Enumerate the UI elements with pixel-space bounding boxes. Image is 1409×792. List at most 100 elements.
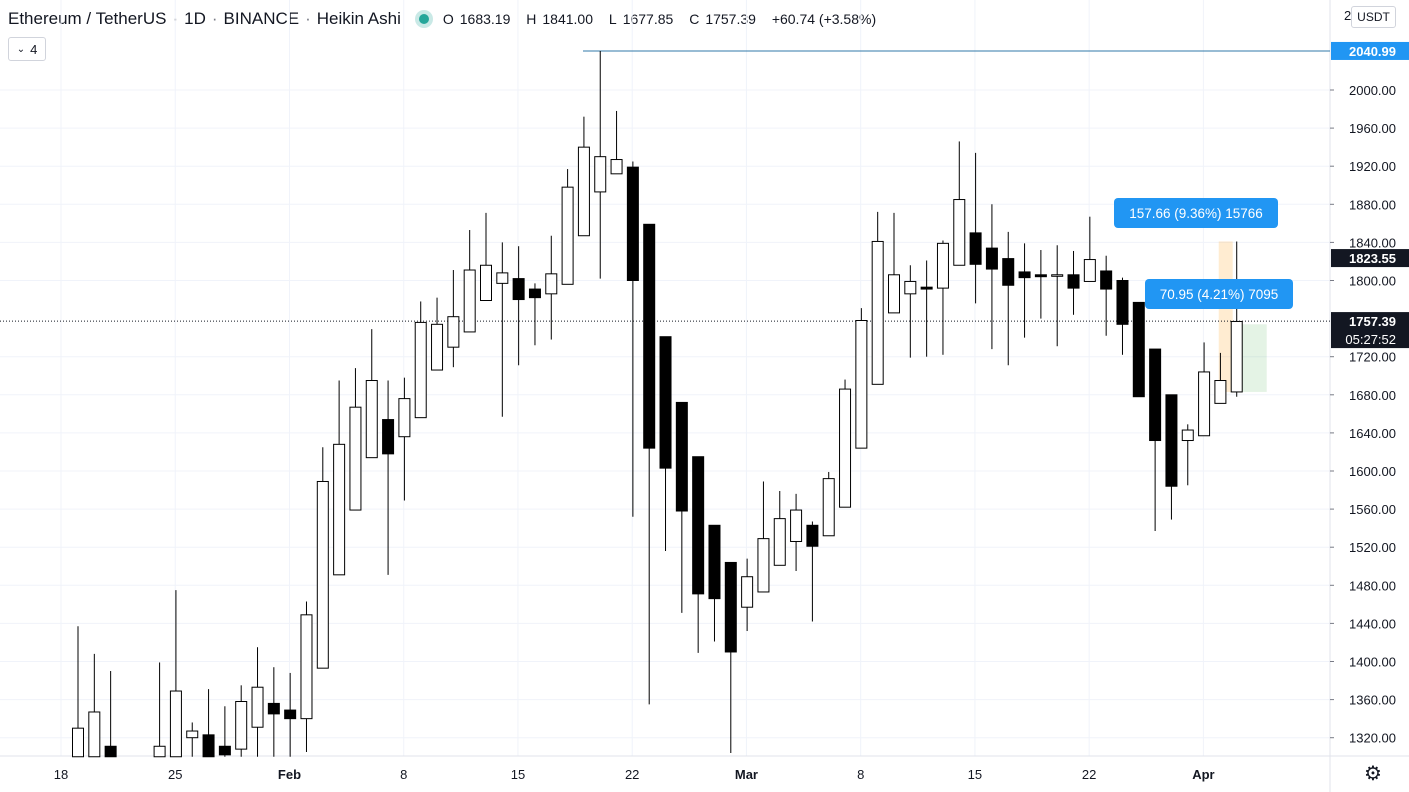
candle-body: [1181, 429, 1194, 442]
price-tick-label: 1800.00: [1349, 274, 1396, 289]
candle-body: [463, 269, 476, 333]
candle: [186, 722, 199, 757]
candle: [480, 212, 492, 302]
price-tick-label: 1440.00: [1349, 616, 1396, 631]
chevron-down-icon: ⌄: [16, 43, 26, 55]
candle-body: [447, 316, 460, 348]
price-labels: 2040.99 1823.55 1757.39 05:27:52: [1331, 41, 1409, 349]
candle: [985, 204, 998, 350]
high-value: 1841.00: [542, 11, 593, 27]
candle: [741, 558, 754, 632]
candle-body: [480, 264, 492, 302]
candle-body: [888, 274, 900, 314]
candle: [447, 270, 460, 368]
candle-body: [822, 478, 835, 537]
candle: [659, 336, 672, 552]
market-status-icon: [418, 14, 429, 24]
measure-label-lower-bg: [1145, 279, 1293, 309]
candle-body: [1018, 271, 1031, 279]
candle: [692, 456, 705, 653]
candle: [790, 493, 803, 572]
candle: [675, 401, 688, 613]
candle: [773, 491, 786, 566]
candle-body: [953, 199, 966, 266]
candle-body: [920, 286, 933, 290]
candle-body: [1002, 258, 1015, 286]
price-tick-label: 1680.00: [1349, 388, 1396, 403]
candle-body: [218, 745, 231, 756]
candle: [1149, 348, 1162, 532]
candle-body: [741, 576, 754, 608]
candle: [1067, 250, 1080, 315]
price-tick-label: 1880.00: [1349, 197, 1396, 212]
time-tick-label: 15: [968, 767, 982, 782]
candle: [757, 481, 770, 593]
candle: [300, 601, 313, 752]
candle-body: [284, 709, 297, 720]
low-value: 1677.85: [622, 11, 674, 27]
collapse-indicators-button[interactable]: ⌄ 4: [8, 37, 46, 61]
time-scale: 18 25 Feb 8 15 22 Mar 8 15 22 Apr: [54, 767, 1215, 782]
ohlc-values: O 1683.19 H 1841.00 L 1677.85 C 1757.39 +60.…: [443, 11, 882, 27]
price-tick-label: 1960.00: [1349, 121, 1396, 136]
candle: [235, 685, 248, 757]
price-tick-label: 1480.00: [1349, 578, 1396, 593]
candle-body: [349, 406, 362, 511]
candle: [888, 212, 900, 314]
candle: [88, 653, 101, 758]
candle-body: [904, 280, 917, 295]
candle-body: [643, 223, 656, 449]
price-tick-label: 1600.00: [1349, 464, 1396, 479]
candle-body: [382, 419, 395, 455]
interval-label[interactable]: 1D: [184, 9, 206, 28]
horizontal-level-price-label-bg: [1331, 41, 1409, 60]
candle: [1230, 241, 1243, 397]
candle-body: [186, 730, 199, 739]
symbol-title[interactable]: Ethereum / TetherUS: [8, 9, 167, 28]
current-price-label: 1757.39: [1349, 314, 1396, 329]
candle-body: [806, 524, 819, 547]
candle-body: [1149, 348, 1162, 442]
candle: [316, 447, 329, 669]
high-label: H: [526, 11, 537, 27]
candle: [1018, 243, 1031, 338]
candle-body: [724, 561, 737, 653]
gear-icon[interactable]: ⚙: [1364, 763, 1382, 785]
current-price-label-bg: [1331, 312, 1409, 349]
high-price-label-bg: [1331, 249, 1409, 268]
candle-body: [790, 509, 803, 542]
candle: [577, 116, 590, 237]
candle: [1100, 255, 1113, 336]
candle-body: [365, 380, 378, 459]
measure-zone-green: [1238, 324, 1267, 392]
chart-style-label[interactable]: Heikin Ashi: [316, 9, 401, 28]
change-value: +60.74 (+3.58%): [771, 11, 877, 27]
candle-body: [871, 240, 884, 385]
time-tick-label: 8: [400, 767, 407, 782]
candle: [545, 235, 558, 340]
candle: [594, 50, 607, 279]
price-tick-label: 1320.00: [1349, 731, 1396, 746]
candle-body: [235, 701, 248, 750]
currency-button[interactable]: USDT: [1351, 6, 1396, 28]
time-tick-label: 22: [1082, 767, 1096, 782]
candle-body: [153, 745, 166, 758]
candle: [528, 283, 541, 346]
candle: [724, 561, 737, 753]
candle: [496, 242, 509, 417]
candle-body: [561, 186, 574, 285]
high-price-label: 1823.55: [1349, 251, 1396, 266]
candle: [414, 301, 427, 419]
candle: [1214, 352, 1227, 404]
candle-body: [1051, 274, 1064, 277]
candle-body: [528, 288, 541, 299]
candle: [72, 626, 84, 758]
candle-body: [1034, 274, 1047, 278]
open-value: 1683.19: [459, 11, 511, 27]
candle: [953, 141, 966, 266]
price-tick-label: 1400.00: [1349, 655, 1396, 670]
separator-dot: ·: [211, 9, 218, 28]
candle-body: [708, 524, 721, 600]
candle: [267, 667, 280, 757]
